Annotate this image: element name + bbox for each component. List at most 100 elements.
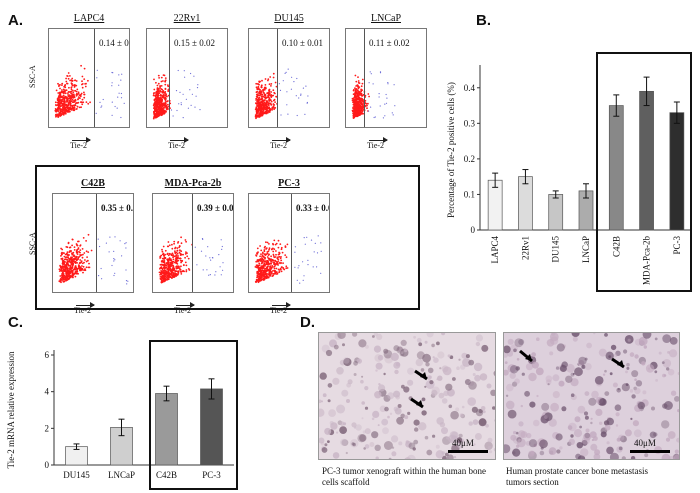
cell [418, 422, 427, 431]
cell [545, 379, 552, 385]
cell [414, 427, 419, 432]
cell [521, 372, 525, 376]
micrograph-texture [504, 333, 680, 459]
cell [319, 408, 325, 417]
cell [384, 406, 389, 412]
cell [549, 447, 557, 455]
cell [445, 452, 449, 457]
cell [663, 401, 673, 410]
cell [505, 400, 515, 410]
flow-plot: 22Rv1 0.15 ± 0.02 Tie-2 [146, 13, 228, 150]
cell [393, 361, 401, 369]
cell [590, 417, 593, 420]
cell [584, 391, 590, 396]
cell [395, 395, 400, 400]
cell [574, 367, 583, 377]
category-label: DU145 [551, 236, 561, 263]
cell [390, 352, 399, 361]
cell [654, 337, 658, 341]
cell [378, 384, 386, 392]
cell [598, 348, 607, 357]
cell [396, 416, 404, 425]
flow-plot-title: PC-3 [278, 178, 300, 189]
cell [620, 435, 627, 443]
cell [628, 458, 631, 459]
cell [342, 343, 345, 347]
cell [674, 396, 679, 402]
cell [528, 372, 537, 382]
cell [669, 337, 678, 345]
cell [480, 406, 486, 411]
arrow-head [617, 360, 624, 367]
category-label: LNCaP [108, 470, 135, 480]
cell [452, 377, 456, 381]
cell [404, 457, 411, 459]
cell [400, 351, 404, 354]
cell [490, 458, 493, 459]
cell [355, 424, 362, 431]
flow-plot: C42B 0.35 ± 0.03 Tie-2 [52, 178, 134, 315]
cell [633, 429, 642, 438]
micrograph-xenograft [318, 332, 496, 460]
cell [642, 390, 647, 395]
cell [468, 381, 477, 390]
cell [658, 351, 662, 355]
cell [654, 370, 658, 374]
cell [459, 413, 464, 418]
cell [426, 449, 433, 456]
cell [513, 430, 517, 435]
arrow-head [420, 372, 427, 379]
cell [679, 372, 680, 375]
cell [374, 391, 382, 399]
cell [472, 419, 479, 425]
cell [626, 366, 630, 370]
cell [471, 406, 478, 413]
cell [565, 375, 573, 383]
cell [474, 433, 482, 440]
cell [609, 372, 613, 376]
cell [372, 410, 380, 418]
cell [441, 333, 446, 336]
cell [548, 447, 557, 455]
cell [400, 413, 405, 419]
flow-x-label: Tie-2 [270, 141, 288, 150]
cell [590, 421, 593, 425]
cell [328, 409, 336, 417]
cell [492, 406, 495, 410]
cell [324, 427, 332, 435]
cell [462, 358, 471, 367]
cell [468, 421, 473, 426]
y-tick-label: 4 [45, 387, 50, 397]
cell [630, 417, 633, 420]
cell [633, 386, 637, 391]
cell [493, 370, 495, 377]
category-label: PC-3 [202, 470, 221, 480]
cell [512, 436, 521, 444]
cell [551, 333, 556, 336]
flow-plot-title: LAPC4 [73, 13, 105, 24]
cell [387, 392, 395, 400]
cell [545, 375, 553, 383]
cell [347, 379, 353, 385]
cell [578, 356, 587, 366]
cell [443, 390, 449, 397]
cell [533, 443, 537, 447]
cell [391, 446, 395, 449]
cell [512, 451, 516, 455]
cell [647, 367, 651, 370]
positive-fraction-label: 0.14 ± 0.02 [99, 38, 129, 48]
cell [517, 430, 526, 438]
y-tick-label: 6 [45, 350, 50, 360]
cell [667, 368, 675, 376]
cell [514, 338, 524, 348]
cell [621, 456, 626, 459]
cell [468, 359, 475, 366]
cell [529, 401, 536, 408]
flow-x-label: Tie-2 [270, 306, 288, 315]
flow-plot-area: 0.35 ± 0.03 [52, 193, 134, 293]
cell [627, 338, 631, 342]
cell [336, 404, 346, 414]
cell [401, 459, 404, 460]
cell [661, 453, 671, 459]
cell [389, 412, 393, 415]
